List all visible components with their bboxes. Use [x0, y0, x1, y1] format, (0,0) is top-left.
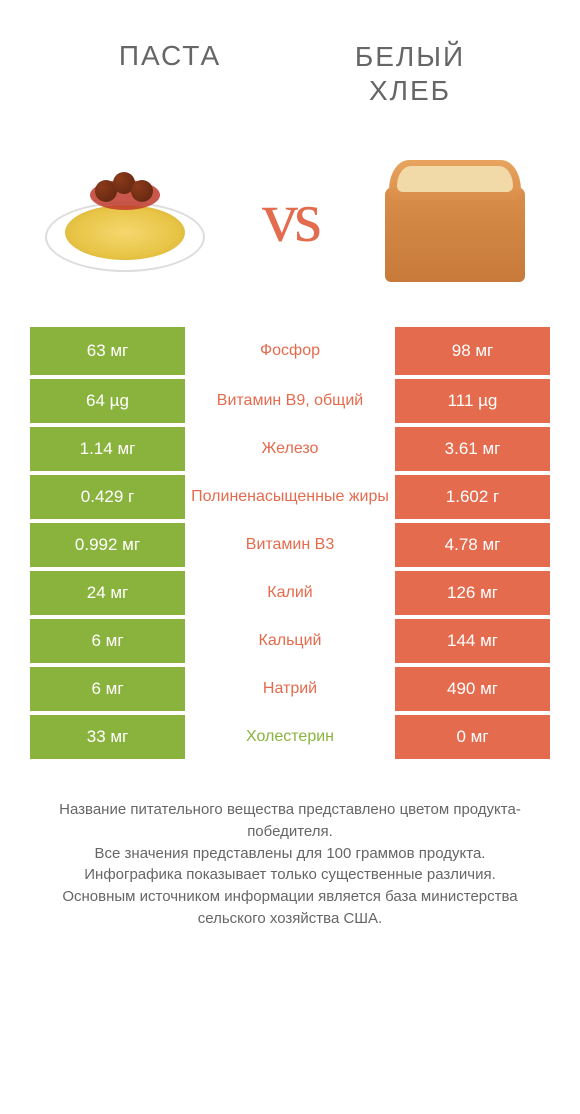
right-product-title: БЕЛЫЙХЛЕБ — [290, 40, 530, 107]
table-row: 64 µgВитамин B9, общий111 µg — [30, 375, 550, 423]
left-value: 24 мг — [30, 571, 185, 615]
right-value: 98 мг — [395, 327, 550, 375]
nutrient-label: Фосфор — [185, 327, 395, 375]
vs-label: vs — [262, 176, 318, 259]
nutrient-label: Кальций — [185, 619, 395, 663]
left-value: 0.992 мг — [30, 523, 185, 567]
right-value: 1.602 г — [395, 475, 550, 519]
left-value: 1.14 мг — [30, 427, 185, 471]
images-row: vs — [0, 127, 580, 327]
table-row: 33 мгХолестерин0 мг — [30, 711, 550, 759]
nutrient-label: Натрий — [185, 667, 395, 711]
table-row: 1.14 мгЖелезо3.61 мг — [30, 423, 550, 471]
right-value: 126 мг — [395, 571, 550, 615]
table-row: 6 мгНатрий490 мг — [30, 663, 550, 711]
nutrient-label: Железо — [185, 427, 395, 471]
right-value: 3.61 мг — [395, 427, 550, 471]
footer-note: Название питательного вещества представл… — [0, 759, 580, 930]
nutrient-label: Полиненасыщенные жиры — [185, 475, 395, 519]
nutrient-label: Холестерин — [185, 715, 395, 759]
left-value: 64 µg — [30, 379, 185, 423]
table-row: 6 мгКальций144 мг — [30, 615, 550, 663]
table-row: 0.992 мгВитамин B34.78 мг — [30, 519, 550, 567]
right-value: 111 µg — [395, 379, 550, 423]
left-value: 33 мг — [30, 715, 185, 759]
nutrient-label: Калий — [185, 571, 395, 615]
table-row: 0.429 гПолиненасыщенные жиры1.602 г — [30, 471, 550, 519]
right-value: 144 мг — [395, 619, 550, 663]
left-value: 6 мг — [30, 619, 185, 663]
left-value: 63 мг — [30, 327, 185, 375]
right-value: 490 мг — [395, 667, 550, 711]
nutrient-label: Витамин B3 — [185, 523, 395, 567]
left-value: 6 мг — [30, 667, 185, 711]
left-value: 0.429 г — [30, 475, 185, 519]
bread-illustration — [370, 142, 540, 292]
right-value: 4.78 мг — [395, 523, 550, 567]
comparison-table: 63 мгФосфор98 мг64 µgВитамин B9, общий11… — [0, 327, 580, 759]
table-row: 24 мгКалий126 мг — [30, 567, 550, 615]
right-value: 0 мг — [395, 715, 550, 759]
nutrient-label: Витамин B9, общий — [185, 379, 395, 423]
left-product-title: ПАСТА — [50, 40, 290, 107]
header: ПАСТА БЕЛЫЙХЛЕБ — [0, 0, 580, 127]
pasta-illustration — [40, 142, 210, 292]
table-row: 63 мгФосфор98 мг — [30, 327, 550, 375]
